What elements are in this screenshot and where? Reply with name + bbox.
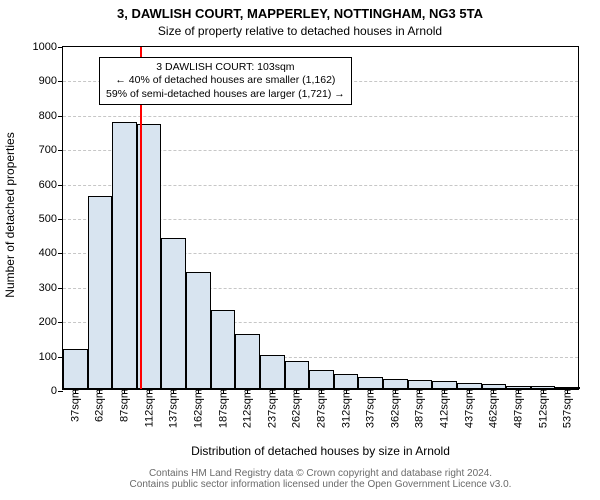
ytick-label: 600 bbox=[39, 179, 63, 191]
ytick-label: 700 bbox=[39, 144, 63, 156]
xtick-label: 412sqm bbox=[439, 389, 451, 428]
xtick-label: 387sqm bbox=[414, 389, 426, 428]
xtick-label: 62sqm bbox=[94, 389, 106, 422]
bar bbox=[408, 380, 433, 389]
bar bbox=[161, 238, 186, 389]
bar bbox=[383, 379, 408, 389]
bar bbox=[235, 334, 260, 389]
bar bbox=[285, 361, 310, 389]
callout-box: 3 DAWLISH COURT: 103sqm ← 40% of detache… bbox=[99, 57, 352, 104]
ytick-label: 1000 bbox=[33, 41, 63, 53]
ytick-label: 500 bbox=[39, 213, 63, 225]
bar bbox=[88, 196, 113, 389]
ytick-label: 0 bbox=[51, 385, 63, 397]
bar bbox=[112, 122, 137, 389]
callout-line-1: 3 DAWLISH COURT: 103sqm bbox=[106, 61, 345, 74]
credit-line-1: Contains HM Land Registry data © Crown c… bbox=[149, 468, 492, 479]
bar bbox=[63, 349, 88, 389]
ytick-label: 200 bbox=[39, 316, 63, 328]
xtick-label: 312sqm bbox=[340, 389, 352, 428]
xtick-label: 87sqm bbox=[119, 389, 131, 422]
credit-text: Contains HM Land Registry data © Crown c… bbox=[62, 468, 579, 490]
ytick-label: 400 bbox=[39, 247, 63, 259]
chart-container: 3, DAWLISH COURT, MAPPERLEY, NOTTINGHAM,… bbox=[0, 0, 600, 500]
xtick-label: 512sqm bbox=[537, 389, 549, 428]
xtick-label: 112sqm bbox=[143, 389, 155, 427]
ytick-label: 100 bbox=[39, 351, 63, 363]
chart-title: 3, DAWLISH COURT, MAPPERLEY, NOTTINGHAM,… bbox=[0, 6, 600, 21]
xtick-label: 362sqm bbox=[389, 389, 401, 428]
xtick-label: 212sqm bbox=[242, 389, 254, 428]
xtick-label: 537sqm bbox=[562, 389, 574, 428]
bar bbox=[334, 374, 359, 389]
callout-line-3: 59% of semi-detached houses are larger (… bbox=[106, 88, 345, 101]
callout-line-2: ← 40% of detached houses are smaller (1,… bbox=[106, 74, 345, 87]
y-axis-label: Number of detached properties bbox=[3, 115, 17, 315]
xtick-label: 437sqm bbox=[463, 389, 475, 428]
bar bbox=[186, 272, 211, 389]
plot-area: 0100200300400500600700800900100037sqm62s… bbox=[62, 46, 579, 390]
xtick-label: 162sqm bbox=[193, 389, 205, 428]
ytick-label: 900 bbox=[39, 75, 63, 87]
xtick-label: 287sqm bbox=[316, 389, 328, 428]
credit-line-2: Contains public sector information licen… bbox=[130, 479, 512, 490]
xtick-label: 487sqm bbox=[513, 389, 525, 428]
bar bbox=[260, 355, 285, 389]
bar bbox=[358, 377, 383, 389]
xtick-label: 137sqm bbox=[168, 389, 180, 428]
bar bbox=[211, 310, 236, 389]
xtick-label: 187sqm bbox=[217, 389, 229, 428]
x-axis-label: Distribution of detached houses by size … bbox=[62, 444, 579, 458]
ytick-label: 300 bbox=[39, 282, 63, 294]
xtick-label: 37sqm bbox=[69, 389, 81, 422]
bar bbox=[432, 381, 457, 389]
bar bbox=[309, 370, 334, 389]
chart-subtitle: Size of property relative to detached ho… bbox=[0, 24, 600, 38]
ytick-label: 800 bbox=[39, 110, 63, 122]
xtick-label: 337sqm bbox=[365, 389, 377, 428]
xtick-label: 262sqm bbox=[291, 389, 303, 428]
xtick-label: 237sqm bbox=[266, 389, 278, 428]
xtick-label: 462sqm bbox=[488, 389, 500, 428]
